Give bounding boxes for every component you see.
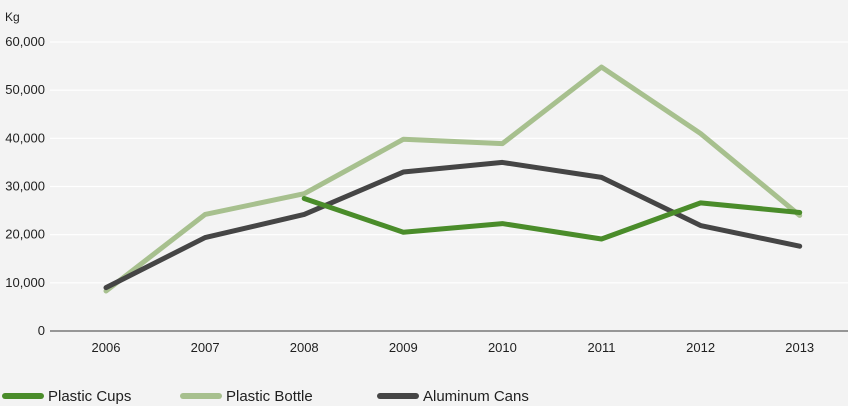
axes: 0 10,000 20,000 30,000 40,000 50,000 60,000 200… [5, 34, 848, 355]
gridlines [50, 41, 848, 284]
y-tick-label: 50,000 [5, 82, 45, 97]
x-tick-label: 2009 [389, 340, 418, 355]
x-tick-label: 2011 [588, 340, 616, 355]
legend-label: Plastic Cups [48, 388, 131, 405]
series-lines [103, 64, 803, 294]
y-tick-label: 30,000 [5, 179, 45, 194]
legend-label: Plastic Bottle [226, 388, 313, 405]
legend-label: Aluminum Cans [423, 388, 529, 405]
series-line-plastic-bottle [103, 64, 803, 294]
x-tick-label: 2012 [686, 340, 715, 355]
x-tick-label: 2013 [785, 340, 814, 355]
x-tick-label: 2006 [92, 340, 121, 355]
x-tick-label: 2010 [488, 340, 517, 355]
y-tick-label: 20,000 [5, 227, 45, 242]
y-tick-label: 0 [38, 323, 45, 338]
y-tick-label: 10,000 [5, 275, 45, 290]
x-tick-label: 2008 [290, 340, 319, 355]
series-line-plastic-cups [301, 196, 803, 242]
y-tick-label: 60,000 [5, 34, 45, 49]
y-tick-label: 40,000 [5, 130, 45, 145]
legend: Plastic Cups Plastic Bottle Aluminum Cans [2, 388, 529, 405]
series-line-aluminum-cans [103, 159, 803, 291]
x-tick-label: 2007 [191, 340, 220, 355]
y-axis-unit-label: Kg [5, 10, 20, 24]
